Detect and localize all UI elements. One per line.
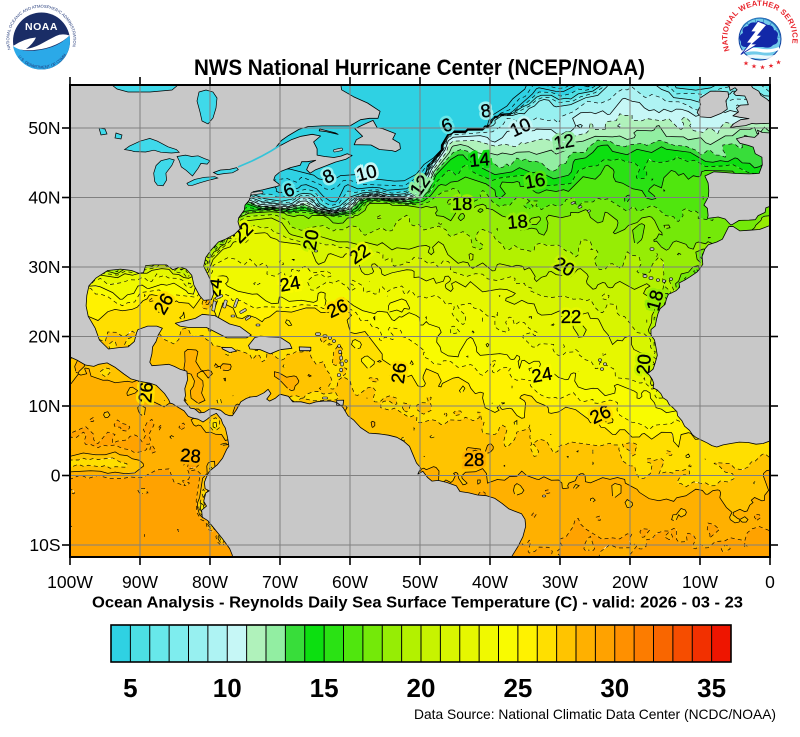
svg-text:20N: 20N	[28, 327, 60, 347]
svg-text:10: 10	[213, 673, 242, 703]
svg-text:50W: 50W	[402, 572, 438, 592]
svg-text:100W: 100W	[47, 572, 93, 592]
svg-text:10W: 10W	[682, 572, 718, 592]
svg-text:NWS National Hurricane Center: NWS National Hurricane Center (NCEP/NOAA…	[194, 55, 645, 80]
svg-text:Data Source: National Climatic: Data Source: National Climatic Data Cent…	[414, 707, 776, 722]
svg-text:0: 0	[765, 572, 775, 592]
svg-text:20: 20	[632, 353, 655, 375]
svg-text:5: 5	[123, 673, 137, 703]
svg-text:15: 15	[310, 673, 339, 703]
svg-text:70W: 70W	[262, 572, 298, 592]
svg-text:20W: 20W	[612, 572, 648, 592]
svg-text:30W: 30W	[542, 572, 578, 592]
svg-text:18: 18	[506, 210, 528, 233]
svg-text:30: 30	[600, 673, 629, 703]
svg-text:8: 8	[479, 99, 493, 121]
svg-text:35: 35	[697, 673, 726, 703]
svg-text:24: 24	[530, 362, 554, 386]
svg-text:18: 18	[506, 210, 528, 233]
svg-text:20: 20	[298, 228, 322, 252]
svg-text:50N: 50N	[28, 118, 60, 138]
svg-text:28: 28	[464, 449, 485, 470]
svg-text:24: 24	[278, 271, 302, 295]
svg-text:18: 18	[452, 193, 473, 214]
svg-text:22: 22	[561, 306, 582, 327]
svg-text:60W: 60W	[332, 572, 368, 592]
svg-text:18: 18	[452, 193, 473, 214]
svg-text:12: 12	[552, 129, 576, 153]
svg-text:28: 28	[179, 444, 201, 467]
svg-text:10S: 10S	[29, 535, 60, 555]
svg-text:40N: 40N	[28, 188, 60, 208]
svg-text:0: 0	[51, 466, 61, 486]
svg-text:90W: 90W	[122, 572, 158, 592]
svg-text:22: 22	[561, 306, 582, 327]
svg-text:80W: 80W	[192, 572, 228, 592]
svg-text:40W: 40W	[472, 572, 508, 592]
svg-text:28: 28	[179, 444, 201, 467]
svg-text:28: 28	[464, 449, 485, 470]
svg-text:16: 16	[523, 168, 547, 192]
svg-text:14: 14	[468, 148, 490, 171]
svg-text:26: 26	[387, 361, 411, 384]
svg-text:20: 20	[407, 673, 436, 703]
svg-text:14: 14	[468, 148, 490, 171]
svg-text:16: 16	[523, 168, 547, 192]
svg-text:NOAA: NOAA	[25, 21, 58, 33]
svg-text:20: 20	[632, 353, 655, 375]
svg-text:30N: 30N	[28, 257, 60, 277]
svg-text:25: 25	[503, 673, 532, 703]
svg-text:Ocean Analysis - Reynolds Dail: Ocean Analysis - Reynolds Daily Sea Surf…	[92, 595, 743, 612]
svg-text:10N: 10N	[28, 396, 60, 416]
